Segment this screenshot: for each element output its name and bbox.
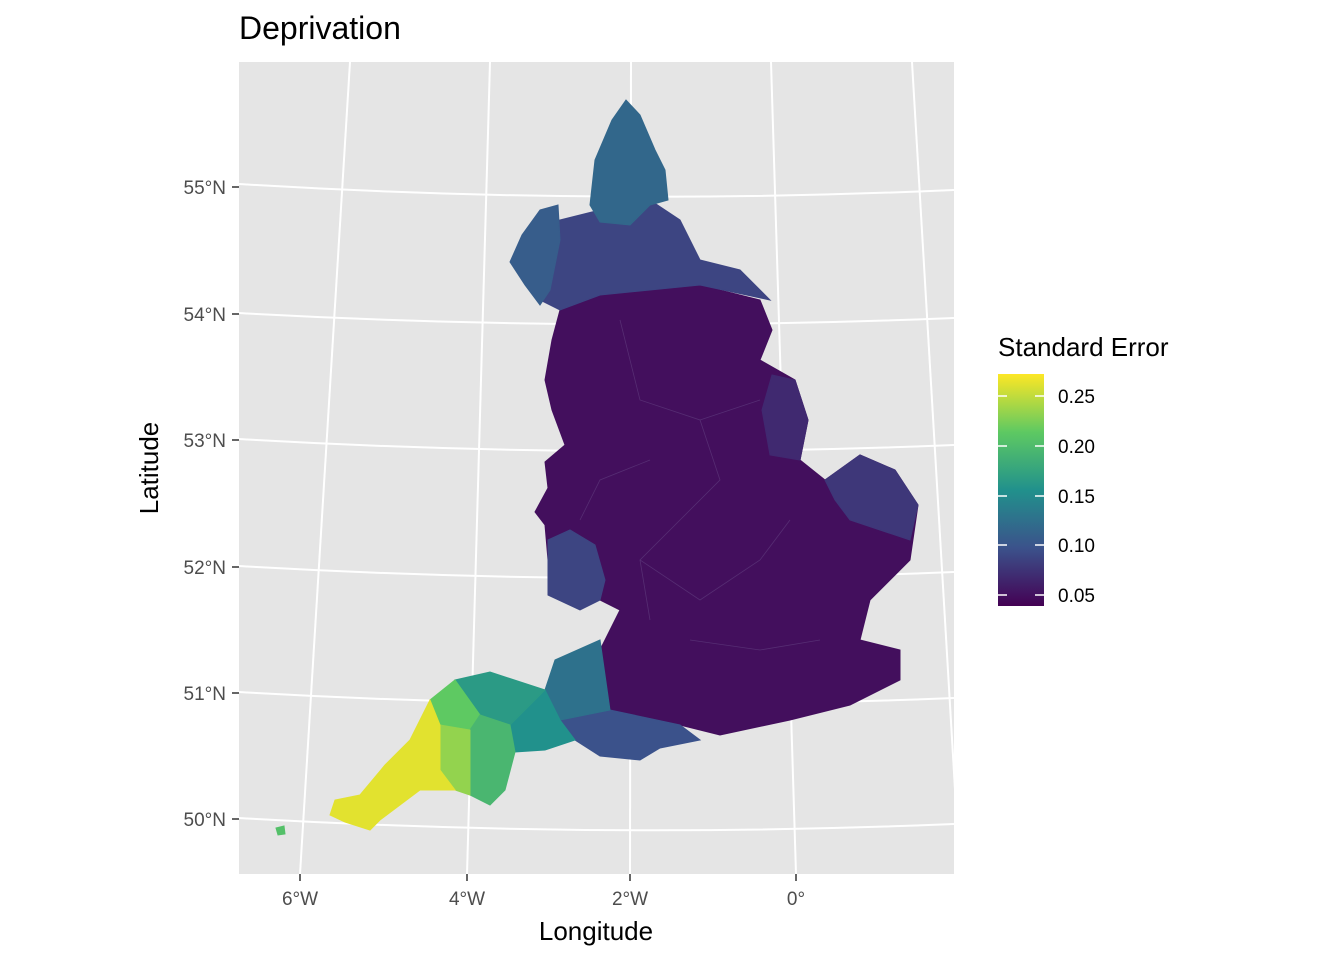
meridian-line	[911, 62, 954, 790]
legend-label: 0.15	[1058, 487, 1095, 508]
region-scilly-isles	[275, 825, 286, 836]
y-axis: 55°N 54°N 53°N 52°N 51°N 50°N	[184, 178, 239, 831]
region-cornwall	[329, 698, 456, 831]
x-axis-title: Longitude	[539, 916, 653, 946]
y-axis-title: Latitude	[134, 422, 164, 515]
x-axis: 6°W 4°W 2°W 0°	[282, 874, 805, 910]
y-tick-label: 55°N	[184, 178, 226, 199]
chart-title: Deprivation	[239, 10, 401, 46]
y-tick-label: 54°N	[184, 305, 226, 326]
region-mid-south-devon	[469, 714, 516, 806]
legend: Standard Error 0.25 0.20 0.15 0.10 0.05	[998, 332, 1169, 607]
legend-label: 0.25	[1058, 387, 1095, 408]
region-northumberland	[589, 99, 669, 226]
y-tick-label: 51°N	[184, 684, 226, 705]
meridian-line	[299, 62, 351, 874]
y-tick-label: 52°N	[184, 558, 226, 579]
region-lincolnshire	[761, 374, 809, 461]
y-tick-label: 50°N	[184, 810, 226, 831]
district-borders	[579, 319, 821, 651]
map-regions	[275, 99, 919, 836]
x-tick-label: 6°W	[282, 889, 318, 910]
region-cumbria-coast	[509, 204, 561, 306]
x-tick-label: 0°	[787, 889, 805, 910]
region-somerset-dorset	[544, 639, 611, 721]
region-south-coast	[559, 709, 702, 761]
legend-colorbar	[998, 374, 1044, 606]
x-tick-label: 2°W	[612, 889, 648, 910]
legend-label: 0.10	[1058, 536, 1095, 557]
legend-label: 0.05	[1058, 586, 1095, 607]
region-welsh-border	[547, 529, 606, 611]
legend-label: 0.20	[1058, 437, 1095, 458]
legend-title: Standard Error	[998, 332, 1169, 362]
parallel-line	[239, 817, 954, 832]
x-tick-label: 4°W	[449, 889, 485, 910]
region-norfolk-suffolk	[824, 454, 919, 541]
y-tick-label: 53°N	[184, 431, 226, 452]
parallel-line	[239, 55, 954, 60]
